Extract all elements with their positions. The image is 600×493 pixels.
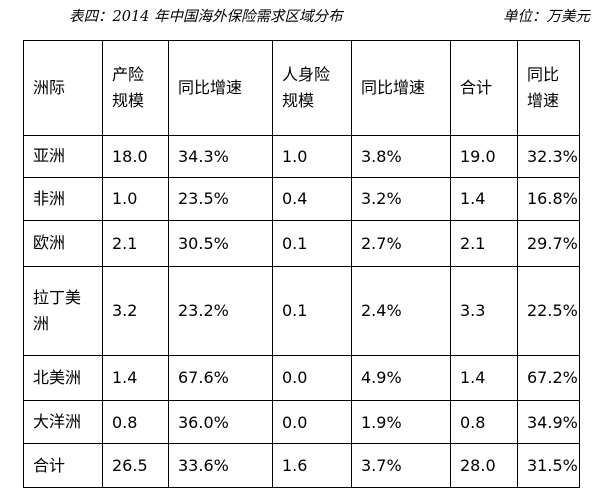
total-growth-cell: 34.9% (517, 400, 580, 445)
life-scale-cell: 0.1 (272, 265, 352, 356)
total-growth-cell: 16.8% (517, 176, 580, 222)
premium-growth-cell: 30.5% (168, 220, 273, 267)
premium-scale-cell: 1.4 (102, 354, 169, 402)
total-cell: 19.0 (450, 135, 518, 178)
table-row: 非洲 1.0 23.5% 0.4 3.2% 1.4 16.8% (23, 176, 580, 222)
total-cell: 1.4 (450, 354, 518, 402)
header-total-growth-line1: 同比 (527, 65, 560, 85)
total-growth-cell: 29.7% (517, 220, 580, 267)
life-scale-cell: 0.0 (272, 400, 352, 445)
table-row: 欧洲 2.1 30.5% 0.1 2.7% 2.1 29.7% (23, 220, 580, 267)
unit-label: 单位：万美元 (503, 9, 590, 25)
table-row: 亚洲 18.0 34.3% 1.0 3.8% 19.0 32.3% (23, 135, 580, 178)
premium-growth-cell: 33.6% (168, 443, 273, 488)
total-growth-cell: 31.5% (517, 443, 580, 488)
life-scale-cell: 1.0 (272, 135, 352, 178)
region-line2: 洲 (33, 313, 50, 333)
header-premium-line1: 产险 (112, 65, 145, 85)
header-premium-line2: 规模 (112, 91, 145, 111)
premium-growth-cell: 67.6% (168, 354, 273, 402)
premium-growth-cell: 23.2% (168, 265, 273, 356)
life-growth-cell: 3.2% (351, 176, 451, 222)
life-scale-cell: 1.6 (272, 443, 352, 488)
title-bar: 表四：2014 年中国海外保险需求区域分布 单位：万美元 (0, 4, 600, 30)
premium-scale-cell: 3.2 (102, 265, 169, 356)
region-cell: 北美洲 (23, 354, 103, 402)
region-cell: 大洋洲 (23, 400, 103, 445)
header-life-growth: 同比增速 (351, 39, 451, 137)
region-cell: 非洲 (23, 176, 103, 222)
header-premium-scale: 产险 规模 (102, 39, 169, 137)
region-cell: 拉丁美 洲 (23, 265, 103, 356)
total-growth-cell: 22.5% (517, 265, 580, 356)
life-growth-cell: 1.9% (351, 400, 451, 445)
life-growth-cell: 3.8% (351, 135, 451, 178)
premium-scale-cell: 26.5 (102, 443, 169, 488)
total-row: 合计 26.5 33.6% 1.6 3.7% 28.0 31.5% (23, 443, 580, 488)
header-region: 洲际 (23, 39, 103, 137)
premium-scale-cell: 0.8 (102, 400, 169, 445)
life-scale-cell: 0.1 (272, 220, 352, 267)
table-row: 大洋洲 0.8 36.0% 0.0 1.9% 0.8 34.9% (23, 400, 580, 445)
total-cell: 1.4 (450, 176, 518, 222)
premium-growth-cell: 36.0% (168, 400, 273, 445)
table-title: 表四：2014 年中国海外保险需求区域分布 (69, 9, 343, 25)
region-cell: 欧洲 (23, 220, 103, 267)
header-life-scale: 人身险 规模 (272, 39, 352, 137)
total-cell: 28.0 (450, 443, 518, 488)
region-cell: 合计 (23, 443, 103, 488)
total-growth-cell: 32.3% (517, 135, 580, 178)
header-life-line2: 规模 (282, 91, 315, 111)
insurance-demand-table: 洲际 产险 规模 同比增速 人身险 规模 同比增速 合计 同比 增速 亚洲 18… (23, 39, 580, 488)
premium-scale-cell: 2.1 (102, 220, 169, 267)
table-row: 北美洲 1.4 67.6% 0.0 4.9% 1.4 67.2% (23, 354, 580, 402)
total-cell: 3.3 (450, 265, 518, 356)
life-growth-cell: 4.9% (351, 354, 451, 402)
total-growth-cell: 67.2% (517, 354, 580, 402)
premium-growth-cell: 34.3% (168, 135, 273, 178)
header-total-growth-line2: 增速 (527, 91, 560, 111)
header-premium-growth: 同比增速 (168, 39, 273, 137)
region-line1: 拉丁美 (33, 287, 82, 307)
header-life-line1: 人身险 (282, 65, 331, 85)
total-cell: 0.8 (450, 400, 518, 445)
life-scale-cell: 0.4 (272, 176, 352, 222)
premium-scale-cell: 1.0 (102, 176, 169, 222)
header-total: 合计 (450, 39, 518, 137)
table-row: 拉丁美 洲 3.2 23.2% 0.1 2.4% 3.3 22.5% (23, 265, 580, 356)
region-cell: 亚洲 (23, 135, 103, 178)
life-growth-cell: 2.7% (351, 220, 451, 267)
life-growth-cell: 3.7% (351, 443, 451, 488)
life-growth-cell: 2.4% (351, 265, 451, 356)
life-scale-cell: 0.0 (272, 354, 352, 402)
total-cell: 2.1 (450, 220, 518, 267)
premium-scale-cell: 18.0 (102, 135, 169, 178)
premium-growth-cell: 23.5% (168, 176, 273, 222)
header-row: 洲际 产险 规模 同比增速 人身险 规模 同比增速 合计 同比 增速 (23, 39, 580, 137)
header-total-growth: 同比 增速 (517, 39, 580, 137)
